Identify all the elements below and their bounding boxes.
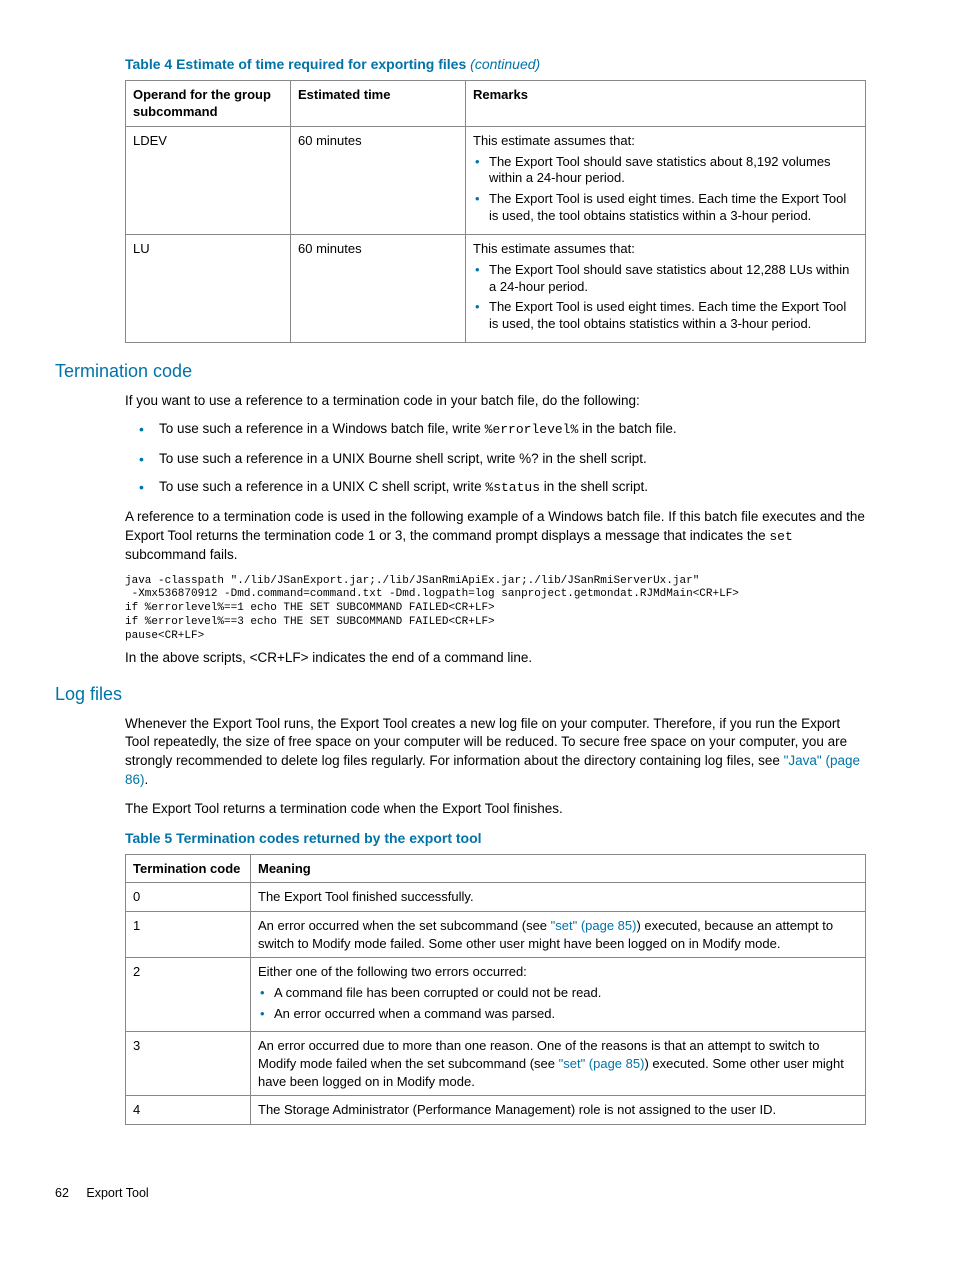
paragraph: A reference to a termination code is use… bbox=[125, 508, 866, 565]
table-row: LDEV 60 minutes This estimate assumes th… bbox=[126, 126, 866, 234]
list-item: An error occurred when a command was par… bbox=[274, 1006, 858, 1023]
paragraph: Whenever the Export Tool runs, the Expor… bbox=[125, 715, 866, 791]
list-item: The Export Tool should save statistics a… bbox=[489, 154, 858, 188]
cell: The Export Tool finished successfully. bbox=[251, 883, 866, 912]
table4-h2: Remarks bbox=[466, 80, 866, 126]
page-number: 62 bbox=[55, 1186, 69, 1200]
table-row: 1 An error occurred when the set subcomm… bbox=[126, 912, 866, 958]
cell: 4 bbox=[126, 1096, 251, 1125]
table-row: 4 The Storage Administrator (Performance… bbox=[126, 1096, 866, 1125]
cell: LU bbox=[126, 235, 291, 343]
heading-termination-code: Termination code bbox=[55, 359, 866, 383]
cell: 60 minutes bbox=[291, 235, 466, 343]
table5-h0: Termination code bbox=[126, 854, 251, 883]
list-item: To use such a reference in a UNIX C shel… bbox=[159, 478, 866, 497]
cell-lead: This estimate assumes that: bbox=[473, 133, 635, 148]
table4: Operand for the group subcommand Estimat… bbox=[125, 80, 866, 343]
cell: 0 bbox=[126, 883, 251, 912]
heading-log-files: Log files bbox=[55, 682, 866, 706]
table4-caption-main: Table 4 Estimate of time required for ex… bbox=[125, 56, 466, 72]
cell: An error occurred when the set subcomman… bbox=[251, 912, 866, 958]
table4-caption: Table 4 Estimate of time required for ex… bbox=[125, 55, 866, 74]
list-item: The Export Tool should save statistics a… bbox=[489, 262, 858, 296]
table4-caption-cont: (continued) bbox=[470, 56, 540, 72]
cell: This estimate assumes that: The Export T… bbox=[466, 235, 866, 343]
list-item: To use such a reference in a Windows bat… bbox=[159, 420, 866, 439]
cell: An error occurred due to more than one r… bbox=[251, 1032, 866, 1096]
cell: 60 minutes bbox=[291, 126, 466, 234]
cell: 3 bbox=[126, 1032, 251, 1096]
table5: Termination code Meaning 0 The Export To… bbox=[125, 854, 866, 1125]
table-row: 0 The Export Tool finished successfully. bbox=[126, 883, 866, 912]
cell: The Storage Administrator (Performance M… bbox=[251, 1096, 866, 1125]
table-row: 2 Either one of the following two errors… bbox=[126, 958, 866, 1032]
table5-h1: Meaning bbox=[251, 854, 866, 883]
list-item: The Export Tool is used eight times. Eac… bbox=[489, 191, 858, 225]
table4-h0: Operand for the group subcommand bbox=[126, 80, 291, 126]
code-block: java -classpath "./lib/JSanExport.jar;./… bbox=[125, 575, 866, 644]
page-footer: 62 Export Tool bbox=[55, 1185, 866, 1202]
table-row: 3 An error occurred due to more than one… bbox=[126, 1032, 866, 1096]
cell-lead: This estimate assumes that: bbox=[473, 241, 635, 256]
cell: Either one of the following two errors o… bbox=[251, 958, 866, 1032]
list-item: A command file has been corrupted or cou… bbox=[274, 985, 858, 1002]
cell: 1 bbox=[126, 912, 251, 958]
table-row: LU 60 minutes This estimate assumes that… bbox=[126, 235, 866, 343]
paragraph: In the above scripts, <CR+LF> indicates … bbox=[125, 649, 866, 668]
table5-caption: Table 5 Termination codes returned by th… bbox=[125, 829, 866, 848]
table4-h1: Estimated time bbox=[291, 80, 466, 126]
paragraph: If you want to use a reference to a term… bbox=[125, 392, 866, 411]
cell: This estimate assumes that: The Export T… bbox=[466, 126, 866, 234]
link-set-page-85[interactable]: "set" (page 85) bbox=[559, 1056, 645, 1071]
list-item: To use such a reference in a UNIX Bourne… bbox=[159, 450, 866, 469]
list-item: The Export Tool is used eight times. Eac… bbox=[489, 299, 858, 333]
link-set-page-85[interactable]: "set" (page 85) bbox=[551, 918, 637, 933]
cell: LDEV bbox=[126, 126, 291, 234]
paragraph: The Export Tool returns a termination co… bbox=[125, 800, 866, 819]
cell: 2 bbox=[126, 958, 251, 1032]
section-title: Export Tool bbox=[86, 1186, 148, 1200]
